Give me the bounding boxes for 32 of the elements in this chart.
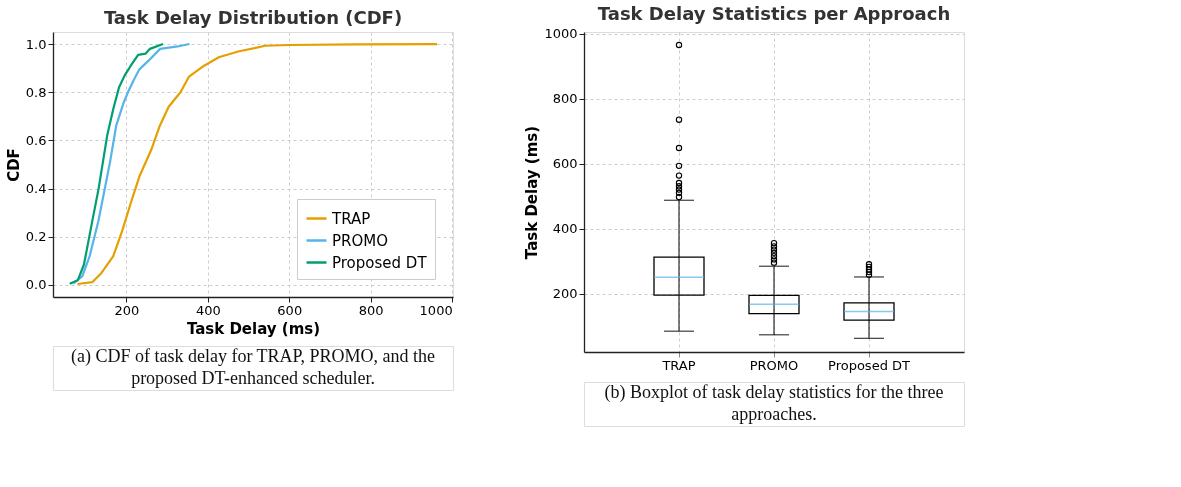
x-tick-label: Proposed DT — [828, 357, 911, 373]
y-tick-label: 0.2 — [25, 229, 47, 245]
y-tick-label: 0.0 — [25, 277, 47, 293]
x-tick-label: PROMO — [749, 357, 799, 373]
line-series — [76, 42, 439, 286]
text: (a) CDF of task delay for TRAP, PROMO, and the proposed DT-enhanced scheduler. — [70, 346, 436, 388]
x-tick-label: 400 — [195, 302, 221, 318]
y-tick-label: 800 — [552, 91, 578, 107]
line-series — [72, 42, 191, 285]
y-tick-label: 0.4 — [25, 181, 47, 197]
y-tick-label: 0.8 — [25, 84, 47, 100]
legend-label: TRAP — [331, 209, 371, 228]
y-axis-title: Task Delay (ms) — [523, 125, 542, 260]
text: (b) Boxplot of task delay statistics for the three approaches. — [604, 382, 944, 424]
chart-title: Task Delay Distribution (CDF) — [103, 7, 403, 28]
line-series — [68, 42, 165, 285]
y-tick-label: 200 — [552, 286, 578, 302]
x-tick-label: TRAP — [661, 357, 696, 373]
legend-label: Proposed DT — [332, 253, 428, 272]
y-tick-label: 400 — [552, 221, 578, 237]
y-tick-label: 1000 — [544, 26, 578, 42]
chart-title: Task Delay Statistics per Approach — [597, 2, 951, 24]
x-tick-label: 1000 — [419, 302, 453, 318]
x-tick-label: 200 — [114, 302, 140, 318]
y-tick-label: 1.0 — [25, 36, 47, 52]
x-axis-title: Task Delay (ms) — [186, 319, 321, 338]
y-axis-title: CDF — [4, 148, 23, 182]
x-tick-label: 800 — [358, 302, 384, 318]
x-tick-label: 600 — [277, 302, 303, 318]
y-tick-label: 0.6 — [25, 132, 47, 148]
legend-label: PROMO — [332, 231, 389, 250]
y-tick-label: 600 — [552, 156, 578, 172]
